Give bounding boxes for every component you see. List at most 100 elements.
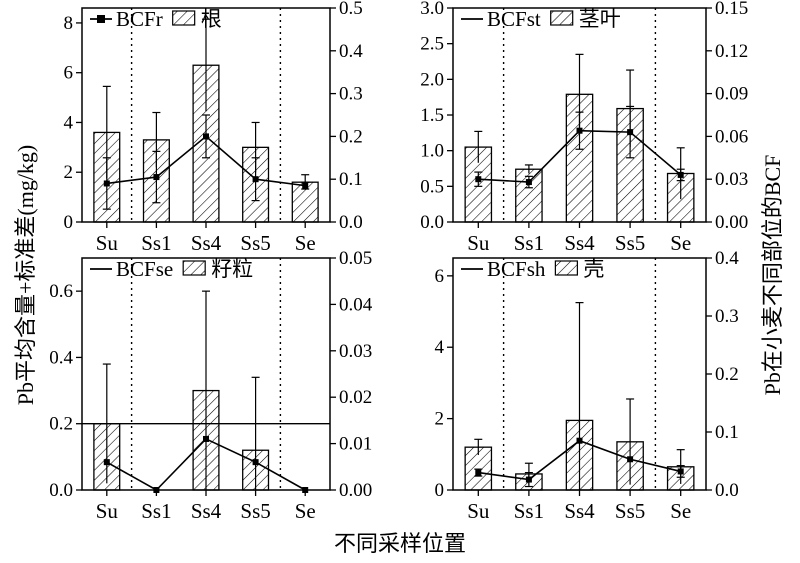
y-tick-label-right: 0.5 xyxy=(339,0,363,19)
y-tick-label-left: 3.0 xyxy=(420,0,444,19)
x-tick-label: Su xyxy=(96,231,119,255)
y-tick-label-right: 0.00 xyxy=(339,480,372,501)
x-tick-label: Se xyxy=(670,499,691,523)
y-tick-label-right: 0.3 xyxy=(339,84,363,105)
y-tick-label-left: 8 xyxy=(64,13,74,34)
y-tick-label-right: 0.1 xyxy=(715,422,739,443)
legend-line-label: BCFr xyxy=(116,7,163,31)
y-tick-label-right: 0.15 xyxy=(715,0,748,19)
y-tick-label-right: 0.12 xyxy=(715,41,748,62)
y-tick-label-right: 0.00 xyxy=(715,212,748,233)
bcf-point xyxy=(252,459,259,466)
legend-bar-swatch xyxy=(182,260,206,276)
y-tick-label-left: 6 xyxy=(64,63,74,84)
x-tick-label: Ss4 xyxy=(564,231,595,255)
bcf-point xyxy=(302,182,309,189)
y-tick-label-left: 4 xyxy=(64,112,74,133)
bcf-point xyxy=(627,456,634,463)
bcf-point xyxy=(153,174,160,181)
x-tick-label: Su xyxy=(467,499,490,523)
y-tick-label-right: 0.04 xyxy=(339,294,373,315)
bcf-point xyxy=(627,129,634,136)
x-tick-label: Ss4 xyxy=(191,499,222,523)
x-tick-label: Se xyxy=(295,231,316,255)
y-tick-label-right: 0.03 xyxy=(339,341,372,362)
legend-bar-label: 壳 xyxy=(583,257,604,281)
y-tick-label-right: 0.0 xyxy=(715,480,739,501)
y-tick-label-right: 0.05 xyxy=(339,248,372,269)
legend-bar-label: 籽粒 xyxy=(211,257,253,281)
chart-panel-3: 0.0 0.2 0.4 0.6 0.00 0.01 0.02 0.03 0.04 0.05 Su Ss… xyxy=(49,248,373,523)
y-tick-label-right: 0.4 xyxy=(339,41,363,62)
x-tick-label: Su xyxy=(467,231,490,255)
x-tick-label: Ss5 xyxy=(240,499,270,523)
y-tick-label-right: 0.01 xyxy=(339,434,372,455)
bcf-point xyxy=(153,487,160,493)
bcf-point xyxy=(103,180,110,187)
bcf-point xyxy=(525,179,532,186)
bcf-point xyxy=(475,176,482,183)
y-tick-label-right: 0.3 xyxy=(715,306,739,327)
bcf-point xyxy=(103,459,110,466)
x-axis-title: 不同采样位置 xyxy=(334,531,466,556)
bcf-point xyxy=(203,435,209,442)
legend-bar-swatch xyxy=(554,260,578,276)
chart-panel-4: 0 2 4 6 0.0 0.1 0.2 0.3 0.4 Su Ss1 Ss4 Ss5 Se BCFsh 壳 xyxy=(435,248,740,523)
y-tick-label-right: 0.03 xyxy=(715,169,748,190)
legend-bar-swatch xyxy=(550,10,574,26)
x-tick-label: Ss1 xyxy=(141,231,171,255)
bcf-point xyxy=(677,171,684,178)
y-tick-label-left: 0.0 xyxy=(420,212,444,233)
y-tick-label-left: 0.2 xyxy=(49,414,73,435)
x-tick-label: Ss5 xyxy=(240,231,270,255)
x-tick-label: Ss1 xyxy=(141,499,171,523)
x-tick-label: Su xyxy=(96,499,119,523)
y-tick-label-left: 6 xyxy=(435,266,445,287)
x-tick-label: Ss5 xyxy=(615,499,645,523)
chart-panel-2: 0.0 0.5 1.0 1.5 2.0 2.5 3.0 0.00 0.03 0.06 0.09 0.1… xyxy=(420,0,748,255)
legend-line-label: BCFst xyxy=(487,7,541,31)
y-tick-label-right: 0.02 xyxy=(339,387,372,408)
x-tick-label: Ss1 xyxy=(514,231,544,255)
x-tick-label: Se xyxy=(295,499,316,523)
bcf-point xyxy=(252,176,259,183)
bcf-point xyxy=(302,487,309,493)
y-tick-label-right: 0.2 xyxy=(715,364,739,385)
y-tick-label-right: 0.2 xyxy=(339,126,363,147)
y-tick-label-left: 1.0 xyxy=(420,141,444,162)
y-tick-label-left: 2.5 xyxy=(420,34,444,55)
y-tick-label-right: 0.09 xyxy=(715,84,748,105)
y-tick-label-right: 0.0 xyxy=(339,212,363,233)
legend-line-label: BCFse xyxy=(116,257,173,281)
y-tick-label-left: 2 xyxy=(64,162,74,183)
y-tick-label-left: 0 xyxy=(435,480,445,501)
y-axis-title-left: Pb平均含量+标准差(mg/kg) xyxy=(13,145,38,406)
x-tick-label: Ss4 xyxy=(564,499,595,523)
y-axis-title-right: Pb在小麦不同部位的BCF xyxy=(760,155,785,396)
y-tick-label-left: 0 xyxy=(64,212,74,233)
y-tick-label-left: 4 xyxy=(435,337,445,358)
y-tick-label-right: 0.1 xyxy=(339,169,363,190)
y-tick-label-left: 1.5 xyxy=(420,105,444,126)
bcf-point xyxy=(475,469,482,476)
y-tick-label-left: 0.6 xyxy=(49,281,73,302)
x-tick-label: Ss4 xyxy=(191,231,222,255)
bcf-point xyxy=(677,468,684,475)
legend-bar-label: 茎叶 xyxy=(579,7,621,31)
x-tick-label: Ss5 xyxy=(615,231,645,255)
bcf-point xyxy=(576,437,583,444)
x-tick-label: Se xyxy=(670,231,691,255)
y-tick-label-left: 2.0 xyxy=(420,69,444,90)
y-tick-label-left: 0.4 xyxy=(49,347,73,368)
legend-line-label: BCFsh xyxy=(487,257,546,281)
legend-bar-swatch xyxy=(172,10,196,26)
x-tick-label: Ss1 xyxy=(514,499,544,523)
y-tick-label-right: 0.06 xyxy=(715,126,748,147)
chart-panel-1: 0 2 4 6 8 0.0 0.1 0.2 0.3 0.4 0.5 Su Ss1 Ss4 Ss5 Se BCFr… xyxy=(64,0,364,255)
legend-marker-swatch xyxy=(97,15,105,23)
bcf-point xyxy=(203,133,209,140)
legend-bar-label: 根 xyxy=(201,7,222,31)
y-tick-label-right: 0.4 xyxy=(715,248,739,269)
y-tick-label-left: 2 xyxy=(435,409,445,430)
